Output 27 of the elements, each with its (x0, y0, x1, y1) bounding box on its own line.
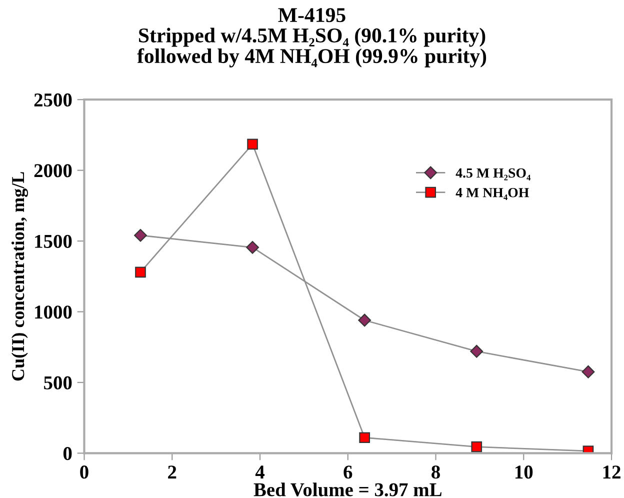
point (135, 266, 146, 278)
chart-title: M-4195 Stripped w/4.5M H₂SO₄ (90.1% purity) followed by 4M NH₄OH (99.9% purity) (137, 8, 486, 68)
x-tick-label: 4 (255, 466, 264, 478)
point (470, 344, 484, 358)
x-axis-title: Bed Volume = 3.97 mL (254, 482, 442, 496)
y-axis-title: Cu(II) concentration, mg/L (11, 172, 28, 381)
y-tick-label: 500 (44, 376, 72, 390)
point (246, 240, 259, 254)
point (247, 138, 258, 150)
legend-label: 4.5 M H₂SO₄ (456, 168, 531, 180)
y-tick-label: 1500 (35, 234, 72, 248)
x-tick-label: 12 (603, 466, 620, 478)
point (359, 432, 370, 444)
point (134, 228, 147, 242)
x-tick-label: 0 (80, 466, 88, 479)
x-tick-label: 8 (432, 466, 440, 479)
point (582, 365, 595, 378)
point (358, 314, 372, 327)
y-tick-label: 0 (63, 446, 72, 460)
x-tick-label: 2 (168, 466, 176, 478)
legend-label: 4 M NH₄OH (456, 188, 529, 200)
point (471, 441, 482, 452)
x-tick-label: 10 (515, 466, 533, 479)
y-tick-label: 1000 (35, 306, 72, 319)
y-tick-label: 2500 (34, 93, 72, 107)
x-tick-label: 6 (344, 466, 352, 479)
y-tick-label: 2000 (34, 164, 72, 178)
